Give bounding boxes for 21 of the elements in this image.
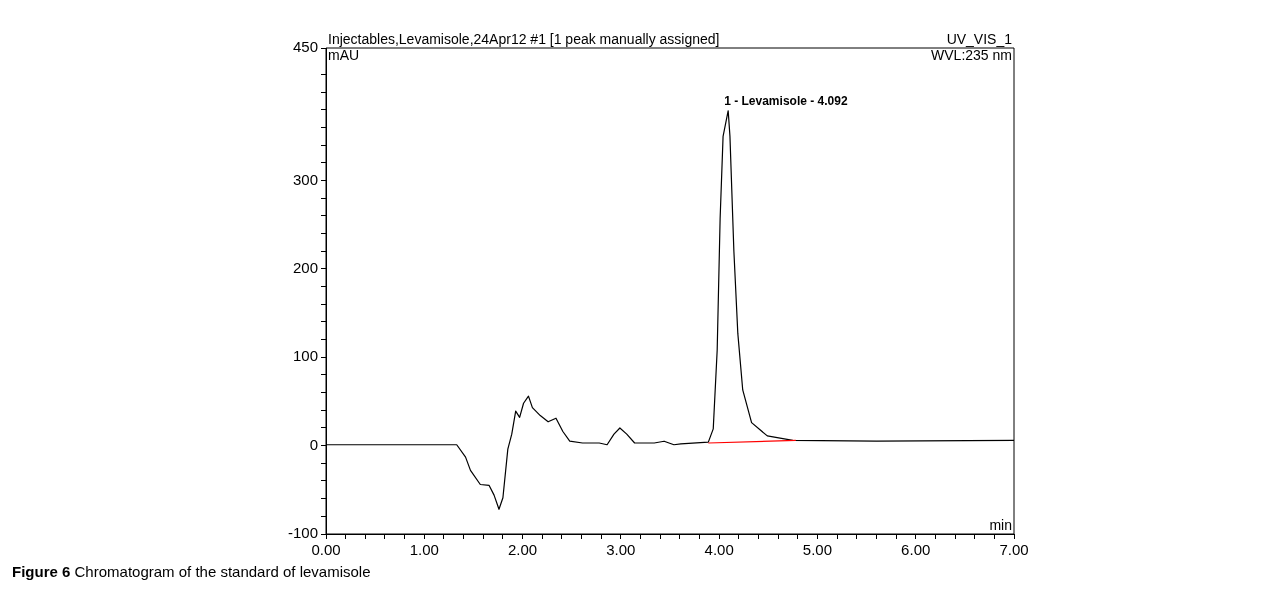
annotation: WVL:235 nm	[931, 46, 1012, 63]
y-axis-title: mAU	[328, 46, 360, 63]
annotation: 1 - Levamisole - 4.092	[724, 94, 848, 109]
x-tick-label: 1.00	[409, 541, 439, 559]
x-axis-title: min	[989, 516, 1012, 533]
caption: Figure 6 Chromatogram of the standard of levamisole	[11, 563, 372, 580]
x-tick-label: 4.00	[704, 541, 734, 559]
y-tick-label: 0	[309, 435, 318, 453]
x-tick-label: 3.00	[606, 541, 636, 559]
y-tick-label: 450	[292, 38, 318, 56]
x-tick-label: 7.00	[999, 541, 1029, 559]
y-tick-label: 300	[292, 170, 318, 188]
y-tick-label: -100	[287, 524, 318, 542]
x-tick-label: 0.00	[311, 541, 341, 559]
chart-title: Injectables,Levamisole,24Apr12 #1 [1 peak manually assigned]	[328, 30, 720, 47]
y-tick-label: 200	[292, 259, 318, 277]
x-tick-label: 5.00	[802, 541, 833, 559]
y-tick-label: 100	[292, 347, 318, 365]
x-tick-label: 2.00	[507, 541, 538, 559]
x-tick-label: 6.00	[901, 541, 931, 559]
chart-subtitle: UV_VIS_1	[946, 30, 1013, 47]
